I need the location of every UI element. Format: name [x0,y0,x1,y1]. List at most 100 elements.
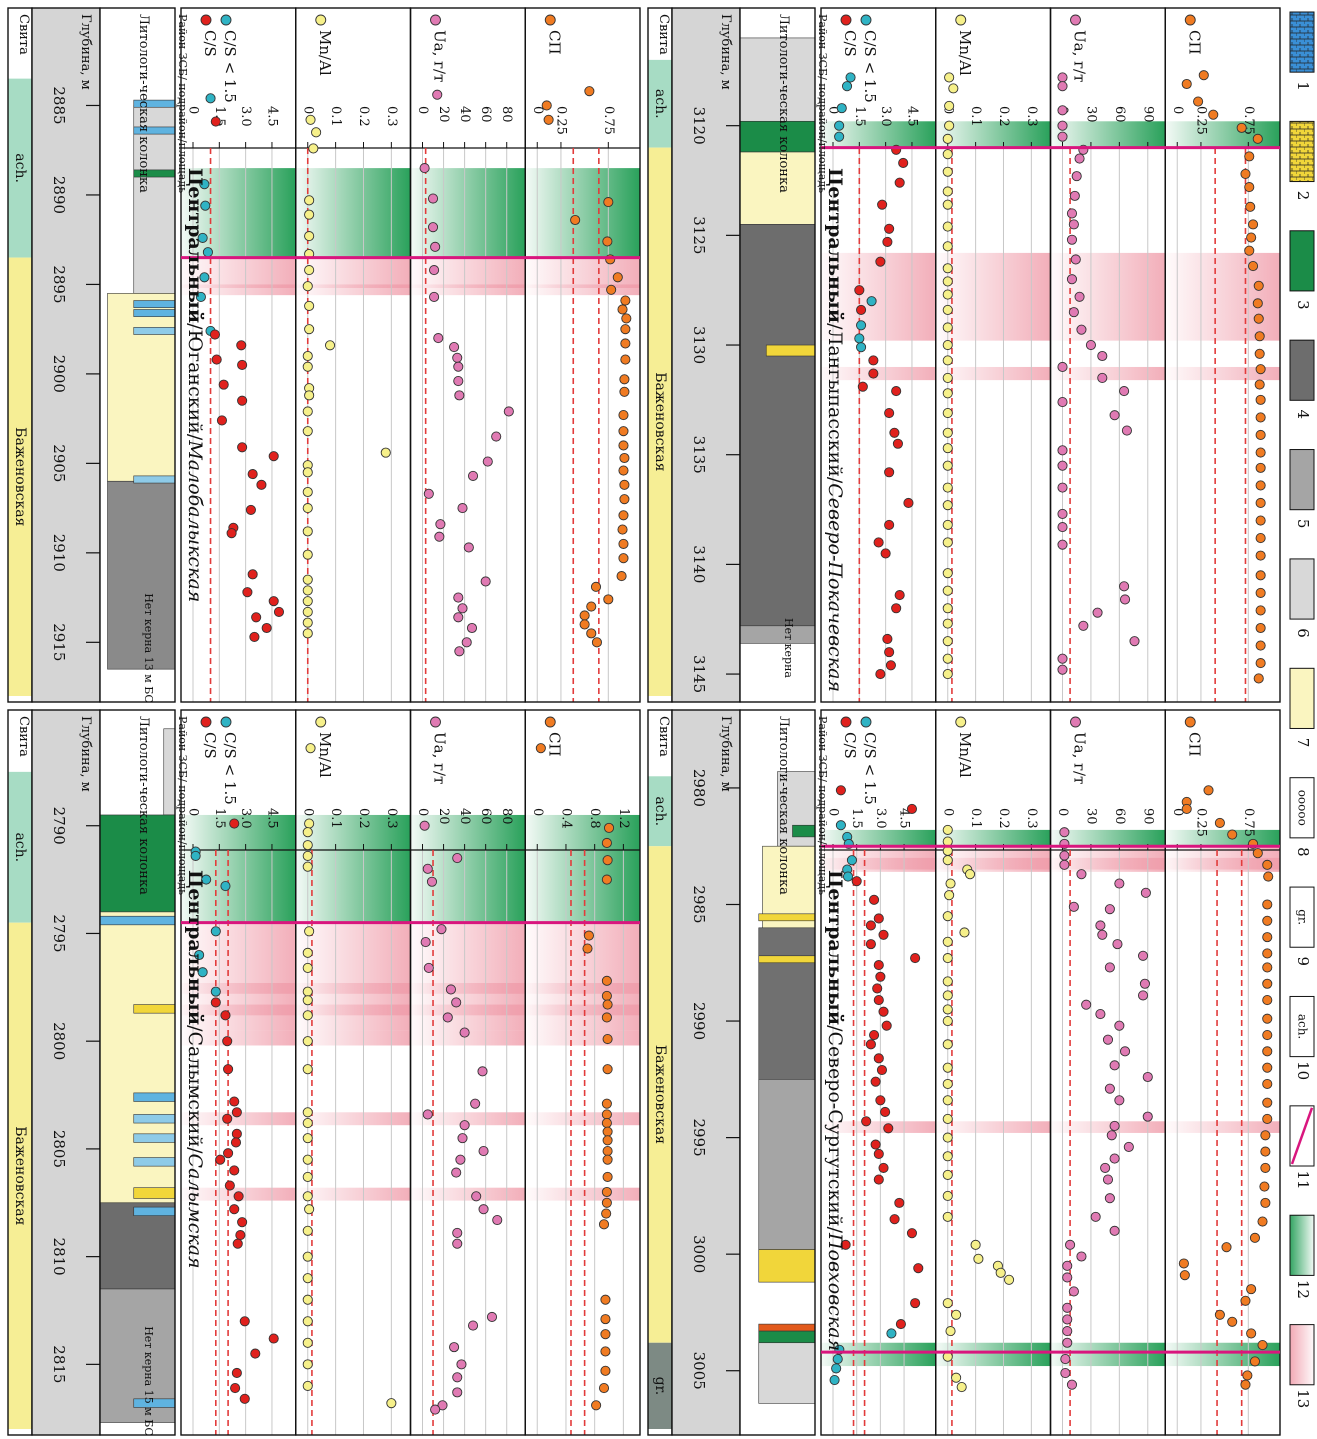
legend-marker [955,14,967,26]
green-zone [821,829,936,847]
axis-tick-label: 1.5 [212,808,227,829]
legend-marker [1184,14,1196,26]
axis-tick-label: 60 [478,808,493,825]
axis-tick-label: 0 [530,808,545,816]
data-point [601,1012,612,1023]
axis-tick-label: 0.25 [553,106,568,135]
track-legend-label: Ua, г/т [1071,30,1089,82]
data-point [302,1273,313,1284]
data-point [453,592,464,603]
data-point [1178,1258,1189,1269]
data-point [305,114,316,125]
data-point [247,469,258,480]
data-point [1254,331,1265,342]
data-point [834,120,845,131]
data-point [1057,445,1068,456]
data-point [492,1214,503,1226]
data-point [195,291,206,302]
data-point [535,743,546,754]
depth-tick-label: 2915 [50,623,68,661]
axis-tick-label: 0.75 [1241,808,1256,837]
data-point [242,587,253,598]
data-point [205,93,216,104]
formation-band [648,776,672,847]
axis-tick-label: 0 [415,808,430,816]
lithology-segment [99,911,176,1204]
data-point [449,342,460,353]
formation-band [648,59,672,148]
data-point [942,568,953,579]
data-point [1252,848,1263,859]
data-point [215,1154,226,1165]
depth-tick-label: 3140 [690,545,708,583]
pink-zone [410,1187,526,1201]
data-point [948,83,959,94]
pink-zone [410,983,526,994]
formation-label: ach. [652,89,668,119]
data-point [857,381,868,392]
axis-tick-label: 0.75 [601,106,616,135]
data-point [1074,291,1085,302]
data-point [601,990,612,1001]
depth-tick-label: 2885 [50,86,68,124]
lithology-segment [758,927,816,1080]
legend-marker [315,716,327,728]
data-point [880,1106,891,1118]
pink-zone [295,1187,411,1201]
data-point [1057,120,1068,131]
data-point [619,479,630,490]
depth-tick-label: 2985 [690,885,708,923]
data-point [229,1165,240,1176]
formation-label: ach. [12,153,28,183]
data-point [942,372,953,383]
lithology-segment [99,1202,176,1290]
region-header: Район ЗСБ/ подрайон/площадь [816,716,829,895]
data-point [386,1398,397,1409]
data-point [302,1294,313,1305]
formation-band [648,1342,672,1429]
data-point [229,1204,240,1215]
data-point [437,1400,448,1411]
data-point [1057,539,1068,550]
data-point [1062,1272,1073,1283]
data-point [1262,1013,1273,1024]
data-point [1057,664,1068,675]
data-point [1255,429,1266,441]
data-point [302,947,313,958]
pink-zone [821,1121,936,1133]
data-point [869,894,880,905]
pink-zone [525,284,640,296]
data-point [1246,1284,1257,1295]
data-point [1057,482,1068,493]
pink-zone [935,1121,1051,1133]
depth-column [32,8,100,702]
data-point [1062,1326,1073,1337]
depth-tick-label: 2795 [50,914,68,952]
data-point [865,939,876,950]
panel-2: ach. Баженовская 2885 2890 2895 2900 2905 2910 2… [7,7,641,703]
data-point [304,300,315,311]
data-point [880,548,891,559]
data-point [1262,948,1273,959]
data-point [1260,1130,1271,1141]
track-ua: 0 20 40 60 80 Ua, г/т [409,7,526,703]
data-point [302,1064,313,1075]
green-zone [525,814,640,923]
data-point [452,852,463,864]
data-point [959,927,970,938]
legend-marker [1184,716,1196,728]
track-legend-label: Mn/Al [316,30,334,76]
data-point [1253,280,1264,291]
column-header: Литологи-ческая колонка [136,716,151,895]
data-point [1092,607,1103,618]
legend-swatch [1289,777,1315,839]
data-point [209,329,220,340]
data-point [878,929,889,940]
data-point [311,127,322,138]
data-point [910,1298,921,1309]
data-point [579,619,590,630]
data-point [603,594,614,605]
pink-zone [295,1030,411,1046]
legend-swatch [1289,886,1315,948]
green-zone [525,168,640,258]
